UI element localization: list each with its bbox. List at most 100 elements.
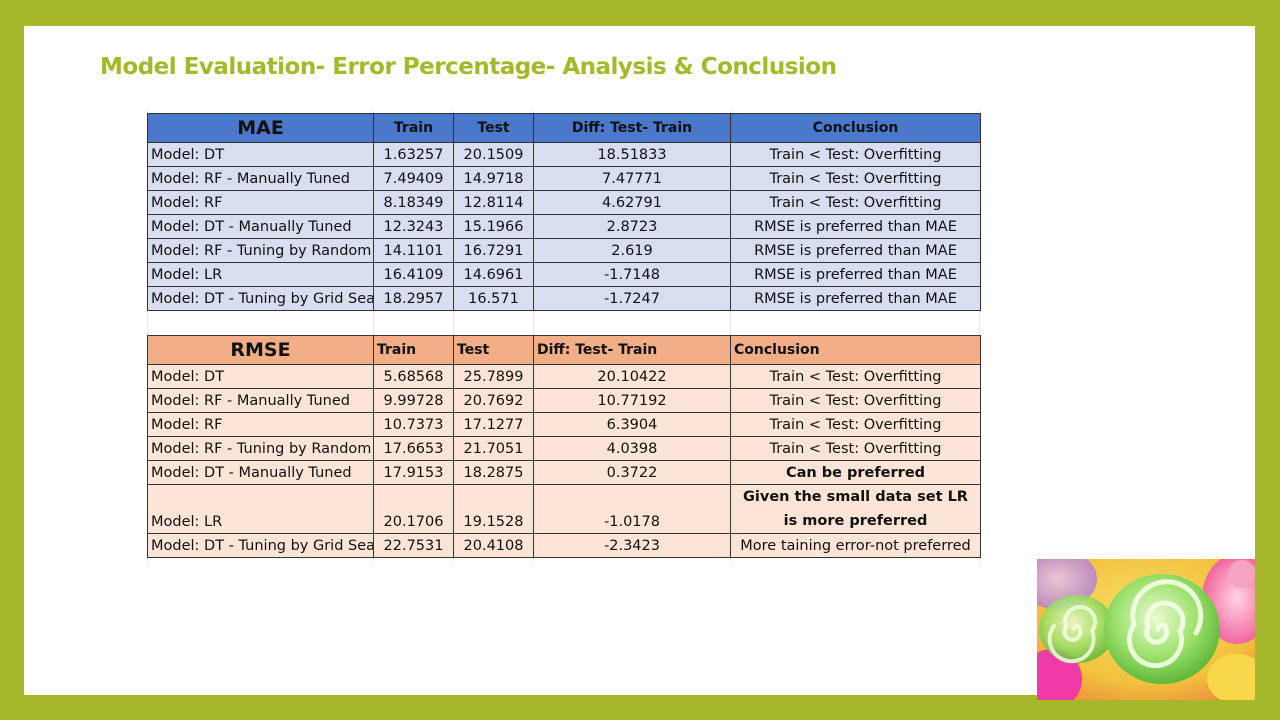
train-cell: 22.7531 — [373, 533, 454, 558]
train-cell: 5.68568 — [373, 364, 454, 389]
train-cell: 20.1706 — [373, 484, 454, 534]
test-cell: 14.6961 — [453, 262, 534, 287]
mae-header-conclusion: Conclusion — [730, 113, 981, 143]
model-cell: Model: RF - Tuning by Random — [147, 436, 374, 461]
conclusion-cell: Given the small data set LR is more pref… — [730, 484, 981, 534]
table-row: Model: DT 5.68568 25.7899 20.10422 Train… — [147, 364, 981, 389]
conclusion-cell: RMSE is preferred than MAE — [730, 286, 981, 311]
diff-cell: 0.3722 — [533, 460, 731, 485]
slide: Model Evaluation- Error Percentage- Anal… — [24, 26, 1255, 695]
diff-cell: -1.7247 — [533, 286, 731, 311]
rmse-table: RMSE Train Test Diff: Test- Train Conclu… — [147, 335, 981, 558]
rmse-header-conclusion: Conclusion — [730, 335, 981, 365]
train-cell: 16.4109 — [373, 262, 454, 287]
model-cell: Model: RF - Manually Tuned — [147, 388, 374, 413]
test-cell: 14.9718 — [453, 166, 534, 191]
diff-cell: -1.7148 — [533, 262, 731, 287]
train-cell: 7.49409 — [373, 166, 454, 191]
conclusion-cell: RMSE is preferred than MAE — [730, 214, 981, 239]
conclusion-cell: RMSE is preferred than MAE — [730, 262, 981, 287]
train-cell: 14.1101 — [373, 238, 454, 263]
mae-table: MAE Train Test Diff: Test- Train Conclus… — [147, 113, 981, 311]
diff-cell: 6.3904 — [533, 412, 731, 437]
model-cell: Model: DT - Manually Tuned — [147, 214, 374, 239]
diff-cell: 18.51833 — [533, 142, 731, 167]
table-row: Model: RF 8.18349 12.8114 4.62791 Train … — [147, 190, 981, 215]
model-cell: Model: DT - Tuning by Grid Sea — [147, 286, 374, 311]
mae-header-train: Train — [373, 113, 454, 143]
table-row: Model: RF - Manually Tuned 7.49409 14.97… — [147, 166, 981, 191]
table-row: Model: LR 16.4109 14.6961 -1.7148 RMSE i… — [147, 262, 981, 287]
mae-header-row: MAE Train Test Diff: Test- Train Conclus… — [147, 113, 981, 143]
test-cell: 19.1528 — [453, 484, 534, 534]
train-cell: 1.63257 — [373, 142, 454, 167]
table-row: Model: DT 1.63257 20.1509 18.51833 Train… — [147, 142, 981, 167]
conclusion-cell: Train < Test: Overfitting — [730, 388, 981, 413]
conclusion-cell: Can be preferred — [730, 460, 981, 485]
table-row: Model: DT - Manually Tuned 17.9153 18.28… — [147, 460, 981, 485]
conclusion-cell: More taining error-not preferred — [730, 533, 981, 558]
slide-title: Model Evaluation- Error Percentage- Anal… — [100, 54, 837, 80]
test-cell: 25.7899 — [453, 364, 534, 389]
test-cell: 20.7692 — [453, 388, 534, 413]
test-cell: 17.1277 — [453, 412, 534, 437]
model-cell: Model: RF — [147, 412, 374, 437]
table-row: Model: DT - Manually Tuned 12.3243 15.19… — [147, 214, 981, 239]
mae-header-metric: MAE — [147, 113, 374, 143]
mae-header-test: Test — [453, 113, 534, 143]
diff-cell: 20.10422 — [533, 364, 731, 389]
model-cell: Model: DT - Manually Tuned — [147, 460, 374, 485]
candy-swirl-photo — [1037, 559, 1255, 700]
table-row: Model: RF - Tuning by Random 17.6653 21.… — [147, 436, 981, 461]
model-cell: Model: RF - Manually Tuned — [147, 166, 374, 191]
table-row: Model: RF - Manually Tuned 9.99728 20.76… — [147, 388, 981, 413]
model-cell: Model: DT - Tuning by Grid Sea — [147, 533, 374, 558]
diff-cell: 10.77192 — [533, 388, 731, 413]
conclusion-cell: Train < Test: Overfitting — [730, 190, 981, 215]
rmse-header-row: RMSE Train Test Diff: Test- Train Conclu… — [147, 335, 981, 365]
model-cell: Model: DT — [147, 142, 374, 167]
test-cell: 16.571 — [453, 286, 534, 311]
train-cell: 17.6653 — [373, 436, 454, 461]
conclusion-cell: Train < Test: Overfitting — [730, 412, 981, 437]
diff-cell: 2.8723 — [533, 214, 731, 239]
table-row: Model: RF 10.7373 17.1277 6.3904 Train <… — [147, 412, 981, 437]
diff-cell: 4.0398 — [533, 436, 731, 461]
test-cell: 20.1509 — [453, 142, 534, 167]
table-row: Model: DT - Tuning by Grid Sea 22.7531 2… — [147, 533, 981, 558]
test-cell: 16.7291 — [453, 238, 534, 263]
diff-cell: 7.47771 — [533, 166, 731, 191]
candy-swirl-icon — [1037, 559, 1255, 700]
diff-cell: -1.0178 — [533, 484, 731, 534]
conclusion-cell: Train < Test: Overfitting — [730, 142, 981, 167]
conclusion-cell: Train < Test: Overfitting — [730, 166, 981, 191]
table-row: Model: RF - Tuning by Random 14.1101 16.… — [147, 238, 981, 263]
conclusion-cell: Train < Test: Overfitting — [730, 436, 981, 461]
model-cell: Model: RF — [147, 190, 374, 215]
train-cell: 18.2957 — [373, 286, 454, 311]
rmse-header-metric: RMSE — [147, 335, 374, 365]
rmse-header-test: Test — [453, 335, 534, 365]
test-cell: 15.1966 — [453, 214, 534, 239]
diff-cell: 2.619 — [533, 238, 731, 263]
mae-header-diff: Diff: Test- Train — [533, 113, 731, 143]
conclusion-cell: RMSE is preferred than MAE — [730, 238, 981, 263]
rmse-header-diff: Diff: Test- Train — [533, 335, 731, 365]
rmse-header-train: Train — [373, 335, 454, 365]
train-cell: 12.3243 — [373, 214, 454, 239]
conclusion-cell: Train < Test: Overfitting — [730, 364, 981, 389]
train-cell: 8.18349 — [373, 190, 454, 215]
test-cell: 12.8114 — [453, 190, 534, 215]
train-cell: 10.7373 — [373, 412, 454, 437]
diff-cell: 4.62791 — [533, 190, 731, 215]
test-cell: 20.4108 — [453, 533, 534, 558]
model-cell: Model: DT — [147, 364, 374, 389]
model-cell: Model: LR — [147, 262, 374, 287]
model-cell: Model: LR — [147, 484, 374, 534]
table-row: Model: LR 20.1706 19.1528 -1.0178 Given … — [147, 484, 981, 534]
diff-cell: -2.3423 — [533, 533, 731, 558]
model-cell: Model: RF - Tuning by Random — [147, 238, 374, 263]
train-cell: 17.9153 — [373, 460, 454, 485]
test-cell: 21.7051 — [453, 436, 534, 461]
test-cell: 18.2875 — [453, 460, 534, 485]
